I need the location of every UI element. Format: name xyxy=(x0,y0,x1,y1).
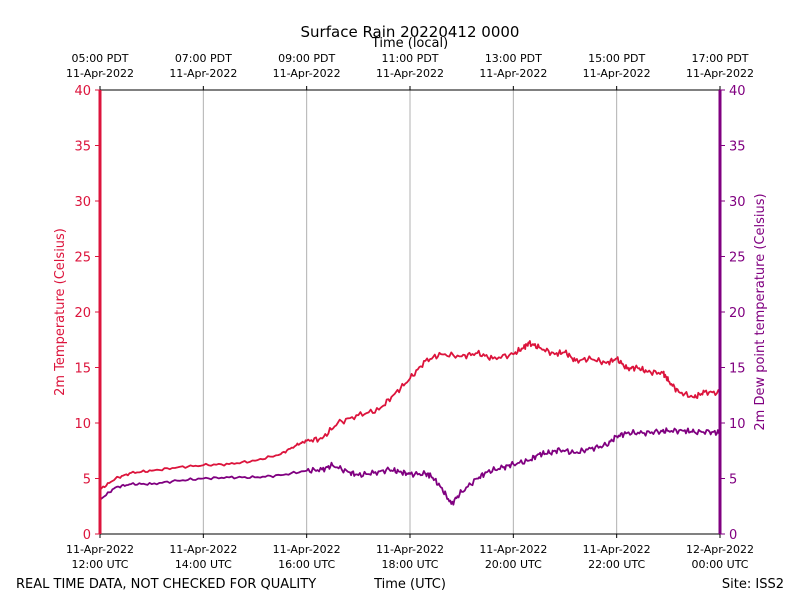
axis-layer: 11-Apr-2022 12:00 UTC 11-Apr-2022 14:00 UTC… xyxy=(66,52,754,571)
bottom-tick-date-5: 11-Apr-2022 xyxy=(583,543,651,556)
top-tick-time-0: 05:00 PDT xyxy=(71,52,128,65)
bottom-axis-label: Time (UTC) xyxy=(373,577,446,592)
right-tick-label-6: 30 xyxy=(729,195,746,210)
top-tick-time-6: 17:00 PDT xyxy=(691,52,748,65)
right-tick-label-7: 35 xyxy=(729,140,746,155)
right-tick-label-1: 5 xyxy=(729,473,737,488)
series-line-1 xyxy=(99,427,721,506)
bottom-tick-date-3: 11-Apr-2022 xyxy=(376,543,444,556)
top-tick-date-5: 11-Apr-2022 xyxy=(583,67,651,80)
right-tick-label-5: 25 xyxy=(729,251,746,266)
bottom-tick-time-2: 16:00 UTC xyxy=(278,558,335,571)
quality-note: REAL TIME DATA, NOT CHECKED FOR QUALITY xyxy=(16,577,316,592)
top-axis-label: Time (local) xyxy=(371,36,448,51)
left-tick-label-2: 10 xyxy=(74,417,91,432)
top-tick-date-6: 11-Apr-2022 xyxy=(686,67,754,80)
bottom-tick-time-5: 22:00 UTC xyxy=(588,558,645,571)
site-label: Site: ISS2 xyxy=(722,577,784,592)
top-tick-date-0: 11-Apr-2022 xyxy=(66,67,134,80)
left-tick-label-5: 25 xyxy=(74,251,91,266)
top-tick-date-1: 11-Apr-2022 xyxy=(169,67,237,80)
chart-title: Surface Rain 20220412 0000 xyxy=(301,23,520,41)
right-tick-label-3: 15 xyxy=(729,362,746,377)
bottom-tick-time-0: 12:00 UTC xyxy=(71,558,128,571)
bottom-tick-time-6: 00:00 UTC xyxy=(691,558,748,571)
bottom-tick-date-1: 11-Apr-2022 xyxy=(169,543,237,556)
right-tick-label-2: 10 xyxy=(729,417,746,432)
left-tick-label-3: 15 xyxy=(74,362,91,377)
bottom-tick-date-2: 11-Apr-2022 xyxy=(273,543,341,556)
left-tick-label-0: 0 xyxy=(83,528,91,543)
bottom-tick-time-4: 20:00 UTC xyxy=(485,558,542,571)
top-tick-time-2: 09:00 PDT xyxy=(278,52,335,65)
bottom-tick-time-3: 18:00 UTC xyxy=(381,558,438,571)
top-tick-time-4: 13:00 PDT xyxy=(485,52,542,65)
grid-layer xyxy=(202,90,618,534)
series-layer xyxy=(99,340,721,506)
bottom-tick-time-1: 14:00 UTC xyxy=(175,558,232,571)
left-tick-label-6: 30 xyxy=(74,195,91,210)
right-tick-label-0: 0 xyxy=(729,528,737,543)
left-tick-label-7: 35 xyxy=(74,140,91,155)
right-tick-label-4: 20 xyxy=(729,306,746,321)
right-tick-label-8: 40 xyxy=(729,84,746,99)
top-tick-time-3: 11:00 PDT xyxy=(381,52,438,65)
bottom-tick-date-6: 12-Apr-2022 xyxy=(686,543,754,556)
left-tick-label-1: 5 xyxy=(83,473,91,488)
left-tick-label-4: 20 xyxy=(74,306,91,321)
top-tick-date-2: 11-Apr-2022 xyxy=(273,67,341,80)
right-axis-label: 2m Dew point temperature (Celsius) xyxy=(753,193,768,430)
bottom-tick-date-0: 11-Apr-2022 xyxy=(66,543,134,556)
top-tick-time-5: 15:00 PDT xyxy=(588,52,645,65)
bottom-tick-date-4: 11-Apr-2022 xyxy=(479,543,547,556)
top-tick-date-4: 11-Apr-2022 xyxy=(479,67,547,80)
top-tick-time-1: 07:00 PDT xyxy=(175,52,232,65)
left-axis-label: 2m Temperature (Celsius) xyxy=(53,228,68,396)
left-tick-label-8: 40 xyxy=(74,84,91,99)
series-line-0 xyxy=(99,340,721,491)
top-tick-date-3: 11-Apr-2022 xyxy=(376,67,444,80)
